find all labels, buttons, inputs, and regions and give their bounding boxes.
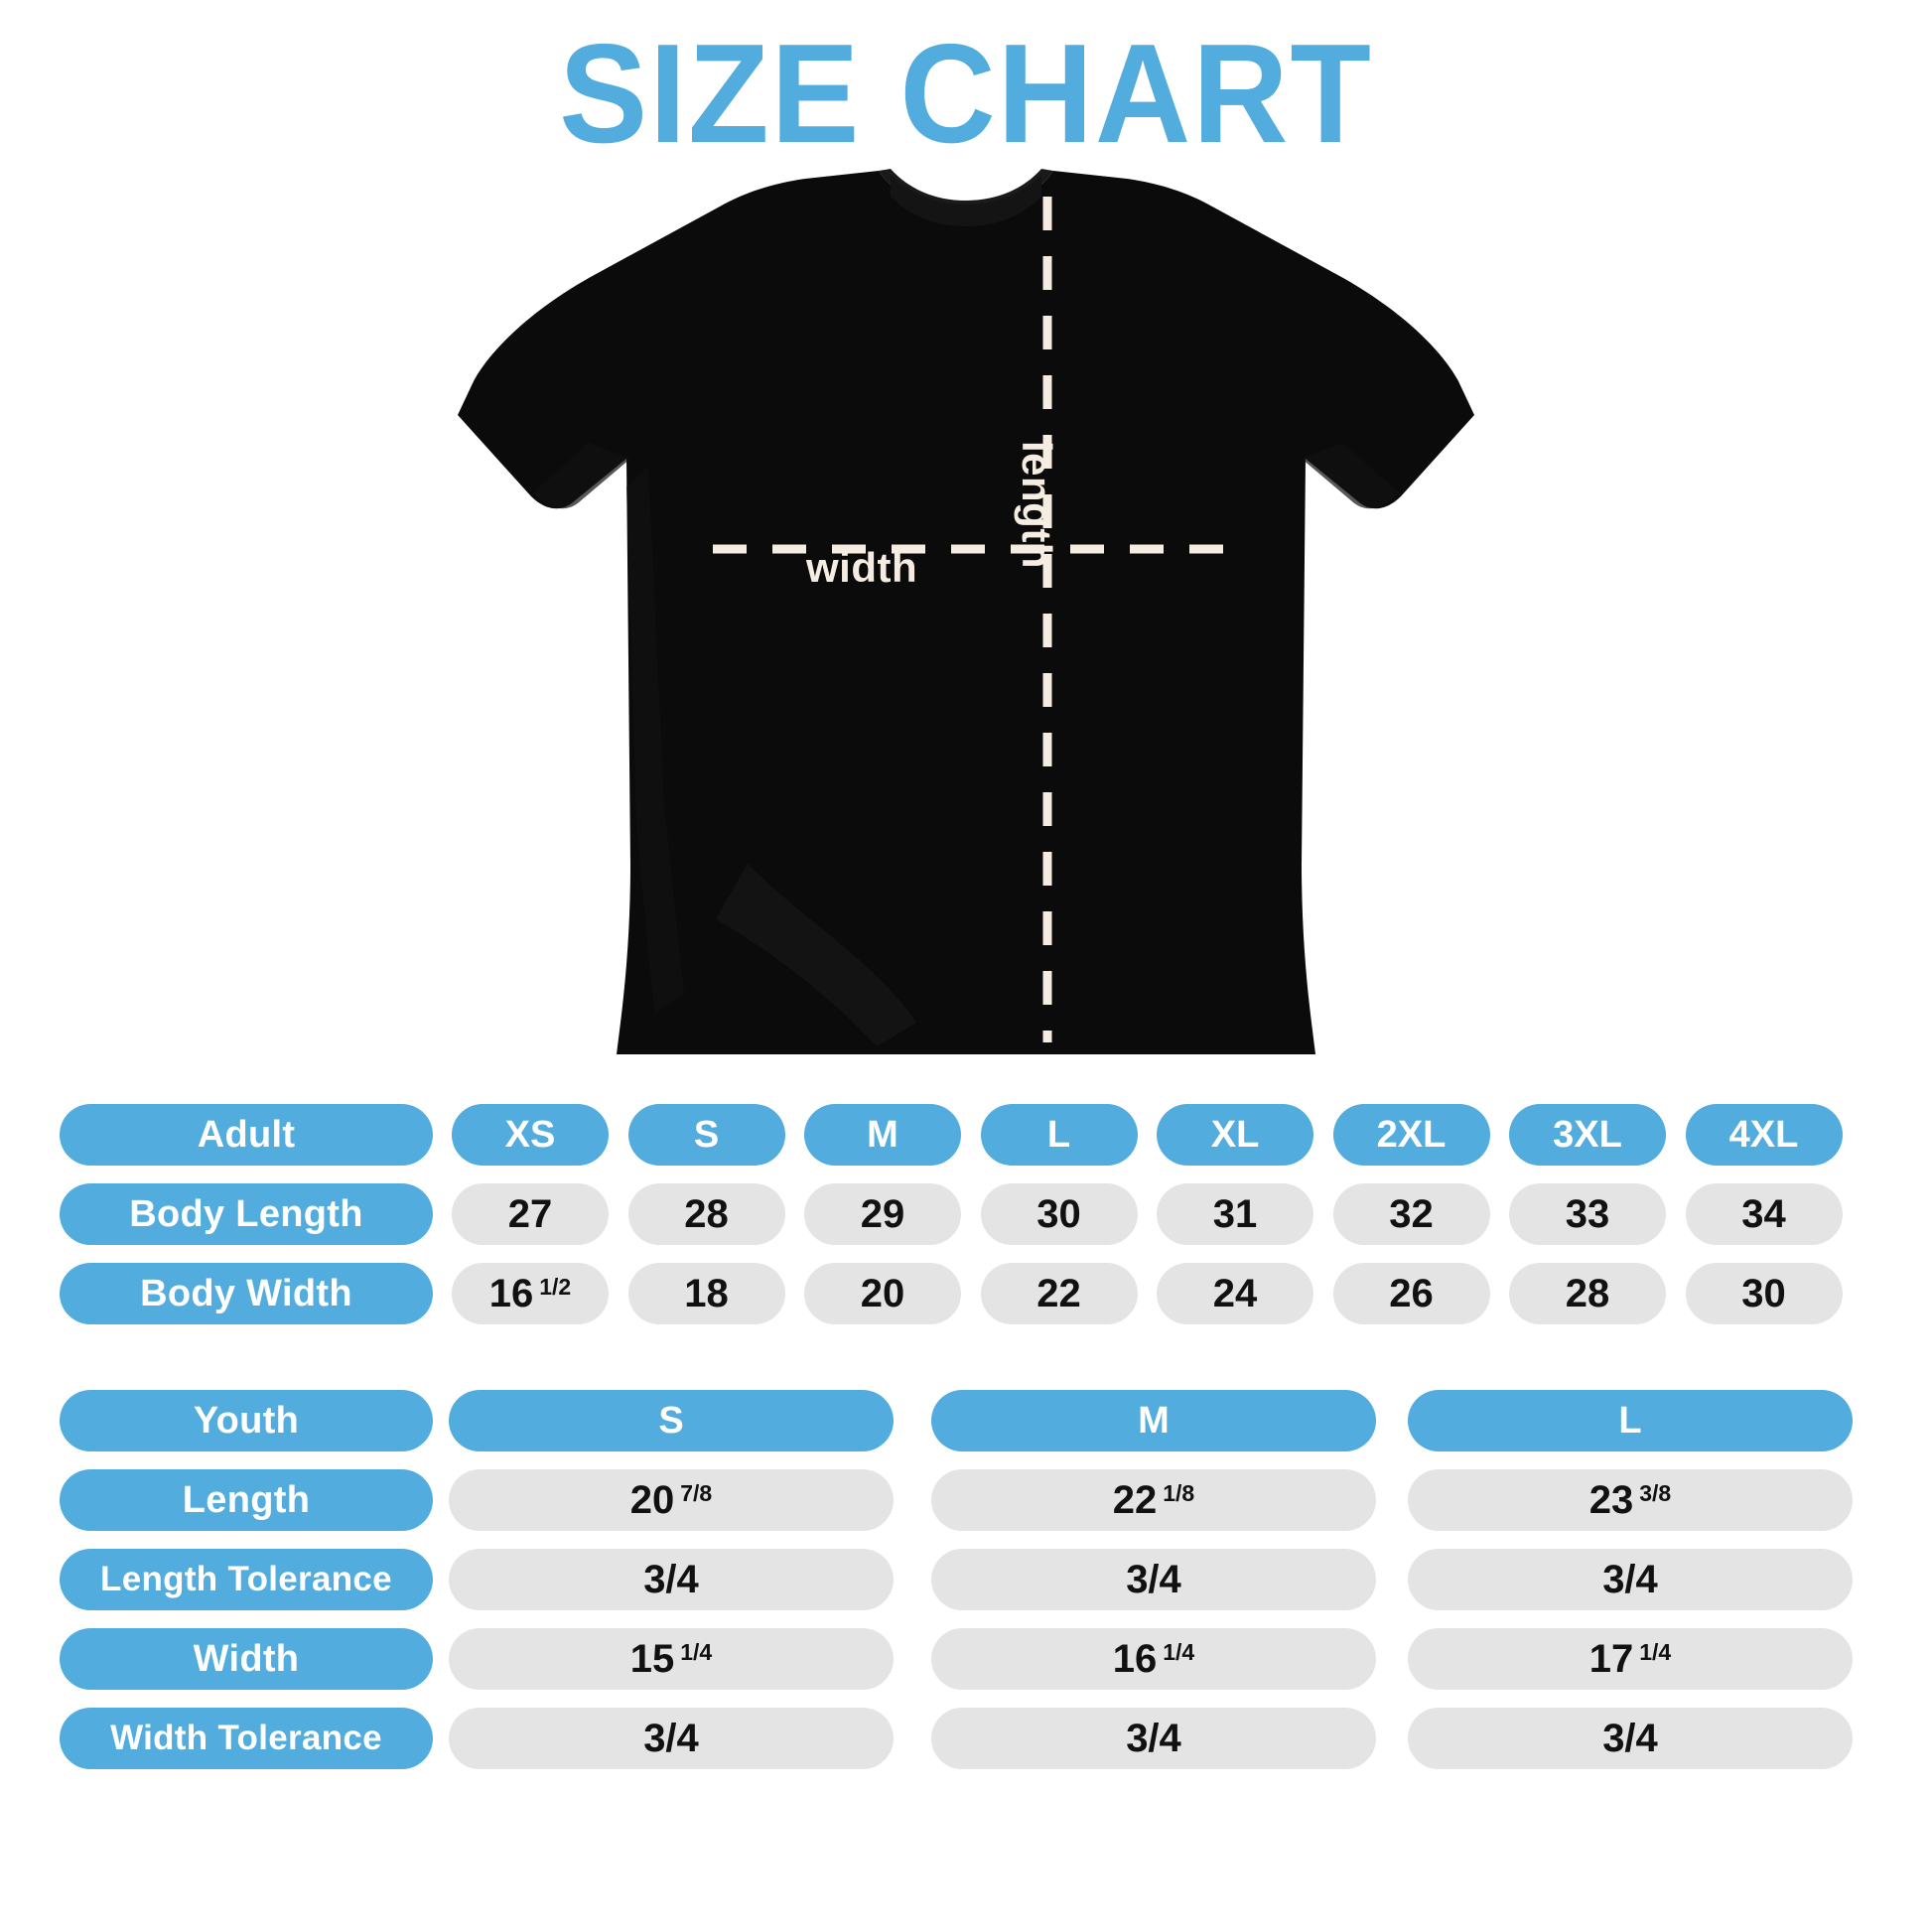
cell-value: 26 <box>1389 1271 1434 1315</box>
cell-value: 3/4 <box>1126 1557 1181 1601</box>
youth-cell: 3/4 <box>931 1549 1376 1610</box>
adult-cell: 31 <box>1157 1183 1313 1245</box>
cell-value: 3/4 <box>1126 1716 1181 1760</box>
cell-value: 3/4 <box>1602 1716 1658 1760</box>
cell-value: 30 <box>1036 1191 1081 1236</box>
adult-cell: 20 <box>804 1263 961 1324</box>
youth-table-corner-label: Youth <box>60 1390 433 1451</box>
youth-cell: 3/4 <box>449 1708 894 1769</box>
youth-col-header-l: L <box>1408 1390 1853 1451</box>
adult-cell: 24 <box>1157 1263 1313 1324</box>
cell-fraction: 1/4 <box>1163 1638 1195 1665</box>
adult-cell: 27 <box>452 1183 609 1245</box>
cell-fraction: 1/4 <box>680 1638 713 1665</box>
adult-col-header-xl: XL <box>1157 1104 1313 1166</box>
youth-cell: 3/4 <box>1408 1549 1853 1610</box>
cell-value: 3/4 <box>643 1557 699 1601</box>
adult-row-label-body-length: Body Length <box>60 1183 433 1245</box>
adult-cell: 34 <box>1685 1183 1843 1245</box>
youth-row-label-length-tolerance: Length Tolerance <box>60 1549 433 1610</box>
cell-value: 3/4 <box>643 1716 699 1760</box>
cell-value: 24 <box>1212 1271 1258 1315</box>
youth-cell: 23 3/8 <box>1408 1469 1853 1531</box>
cell-value: 23 <box>1588 1477 1634 1522</box>
adult-cell: 22 <box>980 1263 1138 1324</box>
youth-cell: 17 1/4 <box>1408 1628 1853 1690</box>
cell-fraction: 7/8 <box>680 1479 713 1506</box>
t-shirt-shape <box>458 169 1474 1054</box>
youth-cell: 22 1/8 <box>931 1469 1376 1531</box>
cell-value: 22 <box>1036 1271 1081 1315</box>
cell-value: 22 <box>1112 1477 1158 1522</box>
cell-value: 17 <box>1588 1636 1634 1681</box>
adult-col-header-4xl: 4XL <box>1685 1104 1843 1166</box>
youth-cell: 3/4 <box>931 1708 1376 1769</box>
page-title: SIZE CHART <box>559 15 1373 173</box>
cell-fraction: 1/8 <box>1163 1479 1195 1506</box>
cell-value: 29 <box>860 1191 905 1236</box>
adult-col-header-s: S <box>627 1104 785 1166</box>
youth-row-label-width: Width <box>60 1628 433 1690</box>
youth-col-header-m: M <box>931 1390 1376 1451</box>
adult-col-header-2xl: 2XL <box>1332 1104 1490 1166</box>
cell-value: 20 <box>860 1271 905 1315</box>
adult-cell: 29 <box>804 1183 961 1245</box>
adult-cell: 16 1/2 <box>452 1263 609 1324</box>
cell-value: 18 <box>684 1271 729 1315</box>
youth-row-label-length: Length <box>60 1469 433 1531</box>
adult-row-label-body-width: Body Width <box>60 1263 433 1324</box>
youth-cell: 16 1/4 <box>931 1628 1376 1690</box>
adult-cell: 33 <box>1509 1183 1666 1245</box>
adult-cell: 32 <box>1332 1183 1490 1245</box>
cell-value: 28 <box>1565 1271 1610 1315</box>
cell-fraction: 1/2 <box>539 1273 572 1300</box>
cell-value: 30 <box>1741 1271 1786 1315</box>
cell-value: 27 <box>507 1191 553 1236</box>
adult-col-header-m: M <box>804 1104 961 1166</box>
cell-value: 20 <box>629 1477 675 1522</box>
cell-value: 31 <box>1212 1191 1258 1236</box>
adult-table-corner-label: Adult <box>60 1104 433 1166</box>
youth-cell: 3/4 <box>1408 1708 1853 1769</box>
cell-value: 34 <box>1741 1191 1786 1236</box>
adult-cell: 28 <box>1509 1263 1666 1324</box>
cell-value: 16 <box>488 1271 534 1315</box>
width-measure-label: width <box>806 544 918 591</box>
cell-value: 32 <box>1389 1191 1434 1236</box>
adult-col-header-xs: XS <box>452 1104 609 1166</box>
cell-fraction: 1/4 <box>1639 1638 1672 1665</box>
youth-row-label-width-tolerance: Width Tolerance <box>60 1708 433 1769</box>
cell-value: 15 <box>629 1636 675 1681</box>
adult-cell: 28 <box>627 1183 785 1245</box>
cell-value: 16 <box>1112 1636 1158 1681</box>
adult-col-header-l: L <box>980 1104 1138 1166</box>
youth-cell: 20 7/8 <box>449 1469 894 1531</box>
youth-cell: 15 1/4 <box>449 1628 894 1690</box>
adult-cell: 18 <box>627 1263 785 1324</box>
youth-col-header-s: S <box>449 1390 894 1451</box>
youth-cell: 3/4 <box>449 1549 894 1610</box>
adult-cell: 30 <box>1685 1263 1843 1324</box>
adult-col-header-3xl: 3XL <box>1509 1104 1666 1166</box>
cell-value: 33 <box>1565 1191 1610 1236</box>
cell-value: 28 <box>684 1191 729 1236</box>
adult-cell: 26 <box>1332 1263 1490 1324</box>
adult-cell: 30 <box>980 1183 1138 1245</box>
cell-fraction: 3/8 <box>1639 1479 1672 1506</box>
cell-value: 3/4 <box>1602 1557 1658 1601</box>
